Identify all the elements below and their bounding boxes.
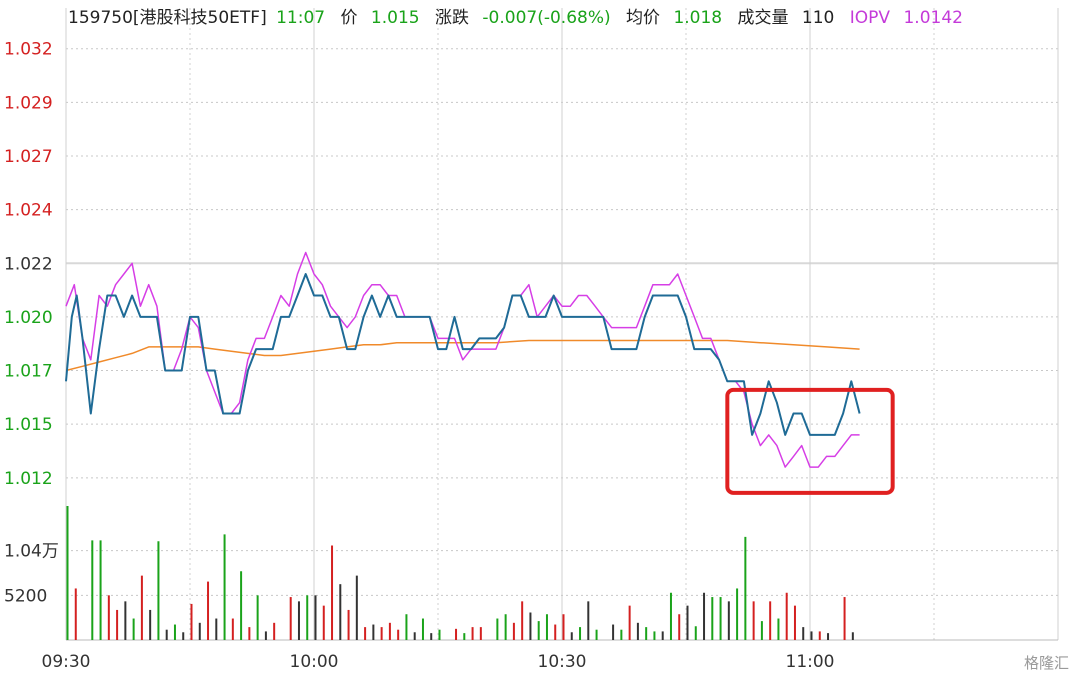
- volume-tick-label: 1.04万: [4, 542, 59, 562]
- volume-label: 成交量: [737, 8, 789, 28]
- iopv-line: [65, 251, 860, 468]
- volume-tick-label: 5200: [4, 586, 47, 606]
- price-tick-label: 1.022: [4, 254, 53, 274]
- grid-lines: [65, 8, 1059, 641]
- time-axis: 09:30 10:00 10:30 11:00: [42, 652, 835, 672]
- time-tick-label: 11:00: [786, 652, 835, 672]
- price-tick-label: 1.029: [4, 93, 53, 113]
- watermark: 格隆汇: [1023, 654, 1069, 672]
- highlight-rectangle: [725, 387, 895, 495]
- price-line: [65, 273, 861, 436]
- price-tick-label: 1.017: [4, 362, 53, 382]
- price-lines: [65, 251, 861, 468]
- price-tick-label: 1.020: [4, 308, 53, 328]
- volume-bars: [66, 506, 854, 640]
- avg-value: 1.018: [673, 8, 723, 28]
- change-label: 涨跌: [435, 8, 469, 28]
- price-tick-label: 1.015: [4, 415, 53, 435]
- quote-header: 159750[港股科技50ETF] 11:07 价 1.015 涨跌 -0.00…: [68, 6, 963, 30]
- iopv-value: 1.0142: [903, 8, 963, 28]
- time-tick-label: 09:30: [42, 652, 91, 672]
- price-value: 1.015: [370, 8, 420, 28]
- change-value: -0.007(-0.68%): [482, 8, 611, 28]
- quote-time: 11:07: [276, 8, 326, 28]
- price-tick-label: 1.024: [4, 201, 53, 221]
- price-tick-label: 1.032: [4, 40, 53, 60]
- price-axis: 1.032 1.029 1.027 1.024 1.022 1.020 1.017 1.015…: [4, 40, 53, 489]
- avg-label: 均价: [626, 8, 661, 28]
- volume-value: 110: [801, 8, 835, 28]
- time-tick-label: 10:30: [538, 652, 587, 672]
- price-tick-label: 1.012: [4, 469, 53, 489]
- time-tick-label: 10:00: [290, 652, 339, 672]
- price-tick-label: 1.027: [4, 147, 53, 167]
- security-name: 159750[港股科技50ETF]: [68, 8, 267, 28]
- price-label: 价: [340, 8, 358, 28]
- iopv-label: IOPV: [849, 8, 891, 28]
- volume-axis: 1.04万 5200: [4, 542, 59, 607]
- highlight-box: [725, 387, 895, 495]
